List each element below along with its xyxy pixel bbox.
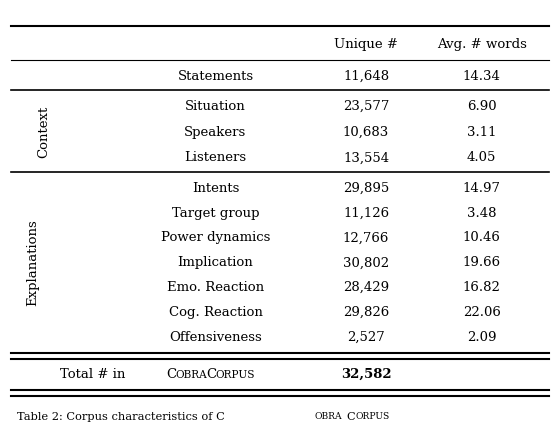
Text: 3.11: 3.11 <box>467 126 496 139</box>
Text: Table 2: Corpus characteristics of C: Table 2: Corpus characteristics of C <box>17 412 225 422</box>
Text: 23,577: 23,577 <box>343 100 389 113</box>
Text: Total # in: Total # in <box>59 368 129 381</box>
Text: Emo. Reaction: Emo. Reaction <box>167 281 264 294</box>
Text: 14.34: 14.34 <box>463 70 501 83</box>
Text: Situation: Situation <box>185 100 246 113</box>
Text: 14.97: 14.97 <box>463 182 501 195</box>
Text: Explanations: Explanations <box>26 219 39 306</box>
Text: 6.90: 6.90 <box>467 100 496 113</box>
Text: 32,582: 32,582 <box>340 368 391 381</box>
Text: 16.82: 16.82 <box>463 281 501 294</box>
Text: 10,683: 10,683 <box>343 126 389 139</box>
Text: Unique #: Unique # <box>334 38 398 51</box>
Text: ORPUS: ORPUS <box>356 412 390 421</box>
Text: 29,895: 29,895 <box>343 182 389 195</box>
Text: Offensiveness: Offensiveness <box>169 331 262 344</box>
Text: Implication: Implication <box>178 256 253 269</box>
Text: OBRA: OBRA <box>176 369 207 380</box>
Text: OBRA: OBRA <box>315 412 343 421</box>
Text: Power dynamics: Power dynamics <box>161 231 270 244</box>
Text: Context: Context <box>37 106 50 158</box>
Text: C: C <box>347 412 355 422</box>
Text: 30,802: 30,802 <box>343 256 389 269</box>
Text: 12,766: 12,766 <box>343 231 389 244</box>
Text: 13,554: 13,554 <box>343 151 389 164</box>
Text: C: C <box>166 368 176 381</box>
Text: 29,826: 29,826 <box>343 306 389 319</box>
Text: 2,527: 2,527 <box>347 331 385 344</box>
Text: Statements: Statements <box>178 70 254 83</box>
Text: 2.09: 2.09 <box>467 331 496 344</box>
Text: C: C <box>206 368 216 381</box>
Text: 28,429: 28,429 <box>343 281 389 294</box>
Text: Intents: Intents <box>192 182 239 195</box>
Text: 11,648: 11,648 <box>343 70 389 83</box>
Text: 11,126: 11,126 <box>343 206 389 220</box>
Text: Target group: Target group <box>172 206 259 220</box>
Text: 22.06: 22.06 <box>463 306 501 319</box>
Text: 19.66: 19.66 <box>463 256 501 269</box>
Text: Speakers: Speakers <box>184 126 246 139</box>
Text: 10.46: 10.46 <box>463 231 501 244</box>
Text: ORPUS: ORPUS <box>215 369 254 380</box>
Text: Avg. # words: Avg. # words <box>437 38 526 51</box>
Text: 3.48: 3.48 <box>467 206 496 220</box>
Text: Listeners: Listeners <box>184 151 246 164</box>
Text: 4.05: 4.05 <box>467 151 496 164</box>
Text: Cog. Reaction: Cog. Reaction <box>169 306 263 319</box>
